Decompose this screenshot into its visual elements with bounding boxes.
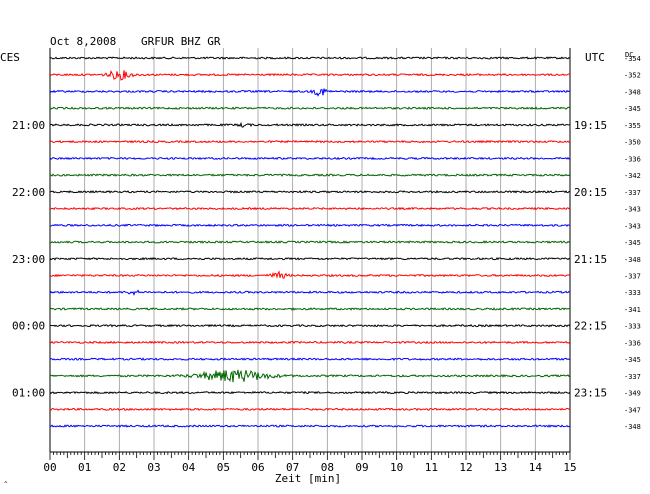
trace-line	[49, 407, 571, 412]
dc-labels: -354 -352 -348 -345 -355 -350 -336 -342 -337 -343…	[624, 55, 641, 431]
dc-offset-label: -352	[624, 72, 641, 80]
x-tick-label: 02	[113, 461, 126, 474]
dc-offset-label: -345	[624, 356, 641, 364]
x-tick-label: 14	[529, 461, 543, 474]
dc-offset-label: -337	[624, 373, 641, 381]
trace-line	[49, 88, 571, 97]
dc-offset-label: -348	[624, 88, 641, 96]
right-time-label: 19:15	[574, 119, 607, 132]
x-tick-label: 00	[43, 461, 56, 474]
dc-offset-label: -350	[624, 139, 641, 147]
dc-offset-label: -348	[624, 423, 641, 431]
left-time-label: 22:00	[12, 186, 45, 199]
x-axis-title: Zeit [min]	[275, 472, 341, 485]
dc-offset-label: -345	[624, 239, 641, 247]
dc-offset-label: -333	[624, 289, 641, 297]
dc-offset-label: -347	[624, 406, 641, 414]
x-tick-label: 13	[494, 461, 507, 474]
station-label: GRFUR BHZ GR	[141, 35, 221, 48]
right-timezone-label: UTC	[585, 51, 605, 64]
trace-line	[49, 139, 571, 144]
x-tick-label: 06	[251, 461, 264, 474]
grid-lines	[49, 48, 571, 452]
dc-offset-label: -348	[624, 256, 641, 264]
right-time-label: 23:15	[574, 387, 607, 400]
trace-line	[49, 173, 571, 177]
trace-line	[49, 357, 571, 361]
trace-line	[49, 69, 571, 81]
right-time-label: 22:15	[574, 320, 607, 333]
x-tick-label: 03	[147, 461, 160, 474]
dc-offset-label: -333	[624, 323, 641, 331]
dc-offset-label: -336	[624, 155, 641, 163]
trace-line	[49, 190, 571, 194]
trace-line	[49, 340, 571, 345]
trace-line	[49, 390, 571, 395]
left-time-label: 21:00	[12, 119, 45, 132]
trace-line	[49, 323, 571, 328]
trace-line	[49, 289, 571, 296]
x-tick-label: 09	[355, 461, 368, 474]
trace-line	[49, 257, 571, 261]
left-time-label: 00:00	[12, 320, 45, 333]
dc-offset-label: -337	[624, 189, 641, 197]
x-tick-label: 08	[321, 461, 334, 474]
trace-line	[49, 307, 571, 311]
date-label: Oct 8,2008	[50, 35, 116, 48]
dc-offset-label: -341	[624, 306, 641, 314]
trace-line	[49, 121, 571, 128]
trace-line	[49, 56, 571, 60]
left-time-label: 23:00	[12, 253, 45, 266]
right-time-label: 20:15	[574, 186, 607, 199]
left-timezone-label: CES	[0, 51, 20, 64]
dc-offset-label: -355	[624, 122, 641, 130]
dc-header-label: DC	[625, 51, 633, 59]
left-time-label: 01:00	[12, 387, 45, 400]
x-tick-label: 12	[459, 461, 472, 474]
dc-offset-label: -343	[624, 206, 641, 214]
right-time-label: 21:15	[574, 253, 607, 266]
x-tick-label: 11	[425, 461, 438, 474]
x-tick-label: 04	[182, 461, 196, 474]
trace-group	[49, 56, 571, 428]
dc-offset-label: -345	[624, 105, 641, 113]
trace-line	[49, 424, 571, 428]
x-tick-label: 01	[78, 461, 91, 474]
dc-offset-label: -336	[624, 339, 641, 347]
trace-line	[49, 206, 571, 211]
x-tick-label: 15	[563, 461, 576, 474]
trace-line	[49, 156, 571, 161]
x-tick-label: 10	[390, 461, 403, 474]
x-tick-label: 05	[217, 461, 230, 474]
dc-offset-label: -354	[624, 55, 641, 63]
x-tick-label: 07	[286, 461, 299, 474]
dc-offset-label: -337	[624, 272, 641, 280]
time-labels: 21:00 22:00 23:00 00:00 01:00 19:15 20:15 21:15…	[12, 119, 607, 400]
corner-mark: ^	[4, 481, 8, 488]
trace-line	[49, 369, 571, 383]
trace-line	[50, 223, 571, 228]
dc-offset-label: -349	[624, 390, 641, 398]
dc-offset-label: -343	[624, 222, 641, 230]
dc-offset-label: -342	[624, 172, 641, 180]
trace-line	[49, 240, 571, 244]
trace-line	[49, 270, 571, 279]
x-axis: 00 01 02 03 04 05 06 07 08 09 10 11 12 13 14 15	[43, 451, 577, 474]
trace-line	[49, 106, 571, 110]
